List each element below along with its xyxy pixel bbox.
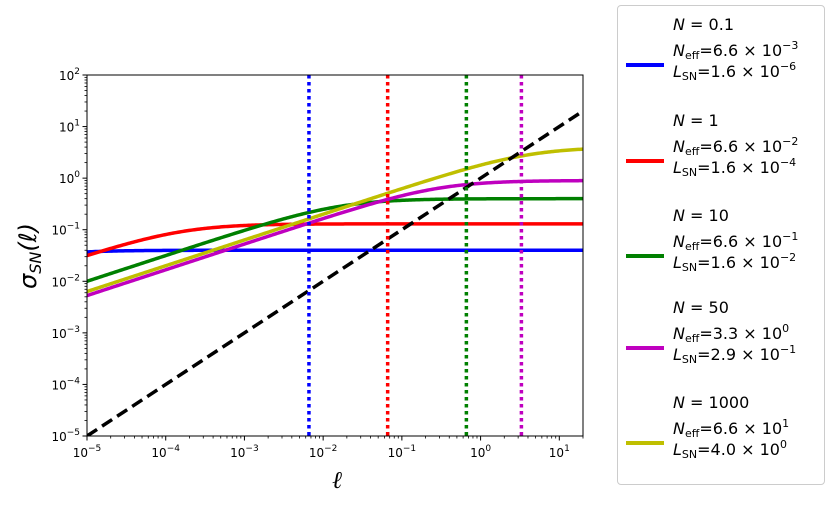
x-tick-label: 10−1 <box>388 444 417 460</box>
legend-label: N = 1 Neff=6.6 × 10−2 LSN=1.6 × 10−4 <box>673 111 799 179</box>
legend: N = 0.1 Neff=6.6 × 10−3 LSN=1.6 × 10−6 N = … <box>617 5 825 485</box>
y-tick-label: 10−3 <box>51 325 80 341</box>
legend-entry-0: N = 0.1 Neff=6.6 × 10−3 LSN=1.6 × 10−6 <box>618 14 826 104</box>
legend-swatch <box>626 346 664 350</box>
chart: 10−5 10−4 10−3 10−2 10−1 100 101 10−5 10−4 10−3 10… <box>14 67 584 494</box>
legend-swatch <box>626 159 664 163</box>
y-tick-label: 10−1 <box>51 222 80 238</box>
y-tick-label: 10−4 <box>51 376 80 392</box>
legend-entry-4: N = 1000 Neff=6.6 × 101 LSN=4.0 × 100 <box>618 392 826 482</box>
series-line-1 <box>87 222 583 258</box>
x-tick-label: 101 <box>549 444 570 460</box>
x-tick-label: 100 <box>470 444 491 460</box>
minor-ticks <box>84 76 584 439</box>
y-tick-label: 10−2 <box>51 273 80 289</box>
legend-swatch <box>626 63 664 67</box>
series-line-3 <box>87 178 583 298</box>
y-tick-label: 102 <box>59 67 80 83</box>
reference-dashed-line <box>87 109 583 436</box>
x-tick-label: 10−2 <box>309 444 338 460</box>
series-line-0 <box>87 248 583 254</box>
legend-swatch <box>626 254 664 258</box>
legend-label: N = 0.1 Neff=6.6 × 10−3 LSN=1.6 × 10−6 <box>673 15 799 83</box>
series-line-2 <box>87 196 583 283</box>
plot-frame <box>86 74 584 437</box>
x-tick-label: 10−5 <box>73 444 102 460</box>
y-axis-label: σSN(ℓ) <box>14 223 45 289</box>
y-tick-label: 10−5 <box>51 428 80 444</box>
series-line-4 <box>87 147 583 294</box>
legend-entry-2: N = 10 Neff=6.6 × 10−1 LSN=1.6 × 10−2 <box>618 205 826 295</box>
legend-label: N = 10 Neff=6.6 × 10−1 LSN=1.6 × 10−2 <box>673 206 799 274</box>
y-tick-label: 101 <box>59 119 80 135</box>
legend-entry-3: N = 50 Neff=3.3 × 100 LSN=2.9 × 10−1 <box>618 297 826 387</box>
x-axis-label: ℓ <box>332 466 342 494</box>
x-tick-label: 10−3 <box>230 444 259 460</box>
x-tick-label: 10−4 <box>151 444 180 460</box>
y-tick-label: 100 <box>59 170 80 186</box>
legend-label: N = 50 Neff=3.3 × 100 LSN=2.9 × 10−1 <box>673 298 797 366</box>
legend-label: N = 1000 Neff=6.6 × 101 LSN=4.0 × 100 <box>673 393 790 461</box>
legend-entry-1: N = 1 Neff=6.6 × 10−2 LSN=1.6 × 10−4 <box>618 110 826 200</box>
legend-swatch <box>626 441 664 445</box>
plot-area <box>87 75 583 436</box>
